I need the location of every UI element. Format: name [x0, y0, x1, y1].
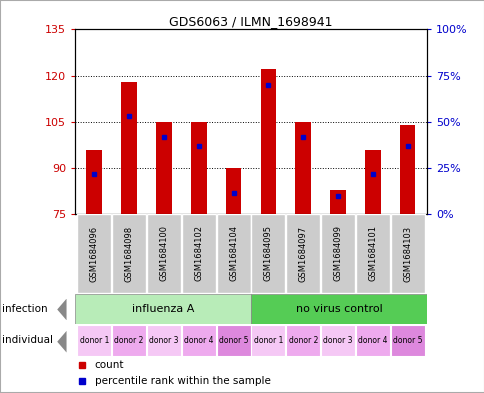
Text: GSM1684097: GSM1684097 [298, 226, 307, 281]
FancyBboxPatch shape [147, 214, 181, 293]
Text: no virus control: no virus control [295, 304, 381, 314]
FancyBboxPatch shape [77, 325, 111, 356]
Text: count: count [94, 360, 124, 370]
Bar [191, 122, 206, 214]
FancyBboxPatch shape [112, 214, 146, 293]
Bar [364, 149, 380, 214]
FancyBboxPatch shape [75, 294, 251, 324]
FancyBboxPatch shape [182, 214, 215, 293]
Text: percentile rank within the sample: percentile rank within the sample [94, 376, 270, 386]
Bar [156, 122, 171, 214]
FancyBboxPatch shape [147, 325, 181, 356]
Text: GSM1684098: GSM1684098 [124, 226, 134, 281]
Bar [399, 125, 415, 214]
FancyBboxPatch shape [286, 214, 319, 293]
Text: donor 5: donor 5 [392, 336, 422, 345]
FancyBboxPatch shape [251, 214, 285, 293]
Text: donor 1: donor 1 [79, 336, 109, 345]
Text: donor 3: donor 3 [323, 336, 352, 345]
FancyBboxPatch shape [182, 325, 215, 356]
FancyBboxPatch shape [251, 294, 426, 324]
Bar [121, 82, 136, 214]
Text: GSM1684099: GSM1684099 [333, 226, 342, 281]
Text: GSM1684095: GSM1684095 [263, 226, 272, 281]
Text: GSM1684096: GSM1684096 [90, 226, 99, 281]
Text: donor 5: donor 5 [218, 336, 248, 345]
Bar [86, 149, 102, 214]
FancyBboxPatch shape [77, 214, 111, 293]
Text: GSM1684103: GSM1684103 [402, 226, 411, 281]
Bar [295, 122, 310, 214]
Text: donor 4: donor 4 [183, 336, 213, 345]
Text: GSM1684102: GSM1684102 [194, 226, 203, 281]
FancyBboxPatch shape [320, 214, 354, 293]
Text: GSM1684101: GSM1684101 [367, 226, 377, 281]
Text: donor 1: donor 1 [253, 336, 283, 345]
FancyBboxPatch shape [216, 214, 250, 293]
FancyBboxPatch shape [251, 325, 285, 356]
FancyBboxPatch shape [112, 325, 146, 356]
Text: donor 3: donor 3 [149, 336, 178, 345]
Bar [330, 189, 345, 214]
Text: donor 2: donor 2 [114, 336, 144, 345]
Text: infection: infection [2, 304, 48, 314]
Text: donor 4: donor 4 [357, 336, 387, 345]
FancyBboxPatch shape [355, 325, 389, 356]
FancyBboxPatch shape [390, 325, 424, 356]
Bar [260, 70, 276, 214]
Text: influenza A: influenza A [132, 304, 194, 314]
FancyBboxPatch shape [355, 214, 389, 293]
FancyBboxPatch shape [390, 214, 424, 293]
Text: donor 2: donor 2 [288, 336, 317, 345]
Text: GSM1684100: GSM1684100 [159, 226, 168, 281]
FancyBboxPatch shape [320, 325, 354, 356]
Text: individual: individual [2, 335, 53, 345]
Title: GDS6063 / ILMN_1698941: GDS6063 / ILMN_1698941 [169, 15, 332, 28]
Text: GSM1684104: GSM1684104 [228, 226, 238, 281]
Bar [225, 168, 241, 214]
FancyBboxPatch shape [286, 325, 319, 356]
Polygon shape [57, 331, 66, 353]
Polygon shape [57, 299, 66, 320]
FancyBboxPatch shape [216, 325, 250, 356]
